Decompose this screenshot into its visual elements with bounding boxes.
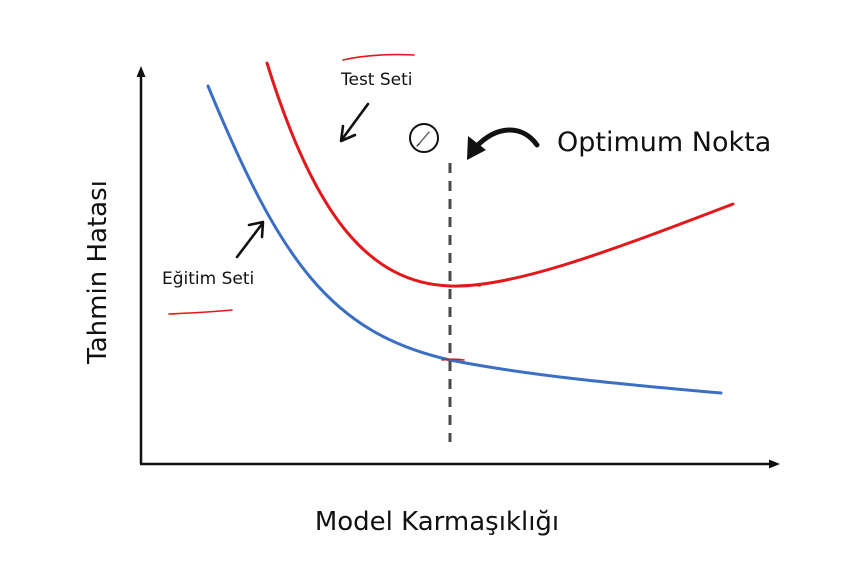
training-pointer-arrow-icon [235,220,265,259]
annotation-marks [168,53,481,361]
test-label-underline-mark [342,53,415,61]
test-minimum-tick-mark [453,284,481,287]
training-error-curve [206,84,723,395]
training-set-label: Eğitim Seti [162,269,254,289]
test-set-label: Test Seti [340,70,413,90]
axes [136,66,780,469]
training-label-underline-mark [168,309,233,315]
circle-pencil-icon [409,123,439,153]
test-error-curve [265,61,735,288]
x-axis-label: Model Karmaşıklığı [315,507,559,537]
y-axis-arrowhead [136,66,146,77]
test-pointer-arrow-icon [339,102,370,143]
training-intersection-tick-mark [441,358,465,361]
y-axis-label: Tahmin Hatası [83,180,113,365]
x-axis-arrowhead [769,459,780,469]
optimum-curved-arrow-icon [467,127,540,160]
optimum-point-label: Optimum Nokta [557,127,771,158]
